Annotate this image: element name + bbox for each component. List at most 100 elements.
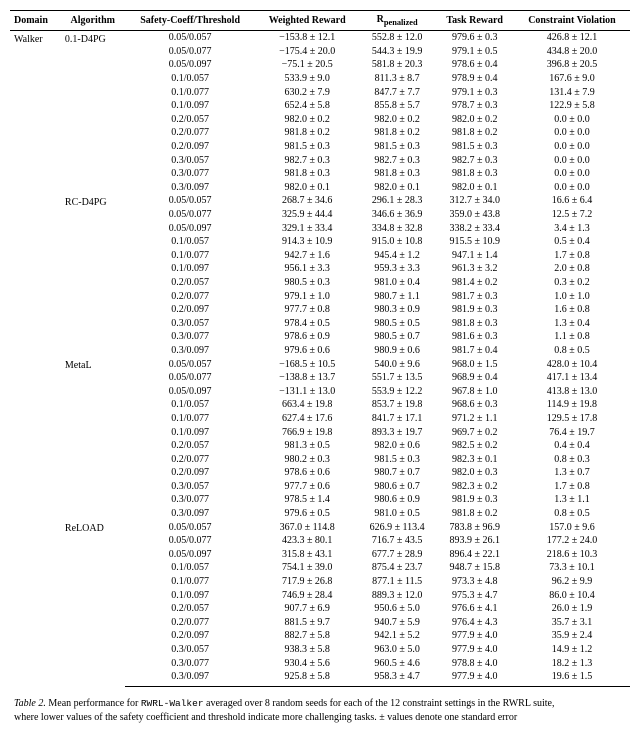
safety-cell: 0.2/0.057	[125, 113, 256, 127]
weighted-reward-cell: 956.1 ± 3.3	[256, 262, 359, 276]
r-penalized-cell: 889.3 ± 12.0	[359, 588, 436, 602]
caption-lead: Table 2.	[14, 698, 46, 709]
weighted-reward-cell: 663.4 ± 19.8	[256, 398, 359, 412]
safety-cell: 0.2/0.097	[125, 629, 256, 643]
r-penalized-cell: 677.7 ± 28.9	[359, 548, 436, 562]
r-penalized-cell: 540.0 ± 9.6	[359, 357, 436, 371]
safety-cell: 0.3/0.097	[125, 344, 256, 358]
task-reward-cell: 971.2 ± 1.1	[435, 412, 513, 426]
safety-cell: 0.1/0.097	[125, 99, 256, 113]
r-penalized-cell: 915.0 ± 10.8	[359, 235, 436, 249]
constraint-violation-cell: 14.9 ± 1.2	[514, 643, 630, 657]
task-reward-cell: 982.3 ± 0.1	[435, 452, 513, 466]
task-reward-cell: 982.3 ± 0.2	[435, 480, 513, 494]
constraint-violation-cell: 426.8 ± 12.1	[514, 31, 630, 45]
task-reward-cell: 947.1 ± 1.4	[435, 249, 513, 263]
constraint-violation-cell: 0.0 ± 0.0	[514, 140, 630, 154]
r-penalized-cell: 980.6 ± 0.7	[359, 480, 436, 494]
domain-cell: Walker	[10, 31, 61, 687]
task-reward-cell: 896.4 ± 22.1	[435, 548, 513, 562]
task-reward-cell: 968.9 ± 0.4	[435, 371, 513, 385]
r-penalized-cell: 981.5 ± 0.3	[359, 140, 436, 154]
safety-cell: 0.3/0.057	[125, 316, 256, 330]
safety-cell: 0.2/0.057	[125, 602, 256, 616]
safety-cell: 0.1/0.057	[125, 235, 256, 249]
constraint-violation-cell: 0.0 ± 0.0	[514, 126, 630, 140]
constraint-violation-cell: 19.6 ± 1.5	[514, 670, 630, 687]
algorithm-cell: 0.1-D4PG	[61, 31, 125, 195]
r-penalized-cell: 980.6 ± 0.9	[359, 493, 436, 507]
task-reward-cell: 359.0 ± 43.8	[435, 208, 513, 222]
constraint-violation-cell: 73.3 ± 10.1	[514, 561, 630, 575]
safety-cell: 0.05/0.097	[125, 221, 256, 235]
constraint-violation-cell: 428.0 ± 10.4	[514, 357, 630, 371]
r-penalized-cell: 950.6 ± 5.0	[359, 602, 436, 616]
safety-cell: 0.05/0.057	[125, 357, 256, 371]
safety-cell: 0.05/0.077	[125, 371, 256, 385]
weighted-reward-cell: −75.1 ± 20.5	[256, 58, 359, 72]
r-penalized-cell: 960.5 ± 4.6	[359, 656, 436, 670]
weighted-reward-cell: 754.1 ± 39.0	[256, 561, 359, 575]
table-row: MetaL0.05/0.057−168.5 ± 10.5540.0 ± 9.69…	[10, 357, 630, 371]
constraint-violation-cell: 0.0 ± 0.0	[514, 153, 630, 167]
constraint-violation-cell: 167.6 ± 9.0	[514, 72, 630, 86]
safety-cell: 0.05/0.057	[125, 520, 256, 534]
constraint-violation-cell: 0.4 ± 0.4	[514, 439, 630, 453]
weighted-reward-cell: 979.6 ± 0.5	[256, 507, 359, 521]
weighted-reward-cell: 652.4 ± 5.8	[256, 99, 359, 113]
safety-cell: 0.3/0.057	[125, 153, 256, 167]
r-penalized-cell: 551.7 ± 13.5	[359, 371, 436, 385]
task-reward-cell: 977.9 ± 4.0	[435, 629, 513, 643]
weighted-reward-cell: 981.8 ± 0.3	[256, 167, 359, 181]
caption-line2: where lower values of the safety coeffic…	[14, 712, 517, 723]
task-reward-cell: 915.5 ± 10.9	[435, 235, 513, 249]
table-row: ReLOAD0.05/0.057367.0 ± 114.8626.9 ± 113…	[10, 520, 630, 534]
r-penalized-cell: 981.5 ± 0.3	[359, 452, 436, 466]
r-penalized-cell: 581.8 ± 20.3	[359, 58, 436, 72]
safety-cell: 0.2/0.077	[125, 452, 256, 466]
safety-cell: 0.05/0.097	[125, 384, 256, 398]
task-reward-cell: 981.7 ± 0.3	[435, 289, 513, 303]
weighted-reward-cell: 978.4 ± 0.5	[256, 316, 359, 330]
results-table: Domain Algorithm Safety-Coeff/Threshold …	[10, 10, 630, 687]
constraint-violation-cell: 0.8 ± 0.5	[514, 507, 630, 521]
task-reward-cell: 978.7 ± 0.3	[435, 99, 513, 113]
weighted-reward-cell: 717.9 ± 26.8	[256, 575, 359, 589]
table-row: RC-D4PG0.05/0.057268.7 ± 34.6296.1 ± 28.…	[10, 194, 630, 208]
weighted-reward-cell: 315.8 ± 43.1	[256, 548, 359, 562]
weighted-reward-cell: 930.4 ± 5.6	[256, 656, 359, 670]
safety-cell: 0.3/0.077	[125, 493, 256, 507]
safety-cell: 0.3/0.077	[125, 330, 256, 344]
table-row: Walker0.1-D4PG0.05/0.057−153.8 ± 12.1552…	[10, 31, 630, 45]
r-penalized-cell: 334.8 ± 32.8	[359, 221, 436, 235]
constraint-violation-cell: 0.8 ± 0.3	[514, 452, 630, 466]
table-caption: Table 2. Mean performance for RWRL-Walke…	[10, 697, 630, 724]
r-penalized-cell: 982.0 ± 0.1	[359, 181, 436, 195]
constraint-violation-cell: 76.4 ± 19.7	[514, 425, 630, 439]
constraint-violation-cell: 434.8 ± 20.0	[514, 45, 630, 59]
weighted-reward-cell: 533.9 ± 9.0	[256, 72, 359, 86]
task-reward-cell: 978.8 ± 4.0	[435, 656, 513, 670]
safety-cell: 0.2/0.077	[125, 126, 256, 140]
constraint-violation-cell: 1.3 ± 0.4	[514, 316, 630, 330]
constraint-violation-cell: 1.3 ± 1.1	[514, 493, 630, 507]
algorithm-cell: ReLOAD	[61, 520, 125, 686]
task-reward-cell: 973.3 ± 4.8	[435, 575, 513, 589]
r-penalized-cell: 980.7 ± 0.7	[359, 466, 436, 480]
weighted-reward-cell: 979.6 ± 0.6	[256, 344, 359, 358]
constraint-violation-cell: 218.6 ± 10.3	[514, 548, 630, 562]
task-reward-cell: 977.9 ± 4.0	[435, 643, 513, 657]
col-constraint-violation: Constraint Violation	[514, 11, 630, 31]
constraint-violation-cell: 0.5 ± 0.4	[514, 235, 630, 249]
constraint-violation-cell: 1.1 ± 0.8	[514, 330, 630, 344]
caption-pre: Mean performance for	[48, 698, 140, 709]
r-penalized-cell: 626.9 ± 113.4	[359, 520, 436, 534]
task-reward-cell: 312.7 ± 34.0	[435, 194, 513, 208]
constraint-violation-cell: 0.0 ± 0.0	[514, 181, 630, 195]
weighted-reward-cell: 981.8 ± 0.2	[256, 126, 359, 140]
safety-cell: 0.1/0.057	[125, 72, 256, 86]
task-reward-cell: 976.6 ± 4.1	[435, 602, 513, 616]
r-penalized-cell: 963.0 ± 5.0	[359, 643, 436, 657]
task-reward-cell: 968.6 ± 0.3	[435, 398, 513, 412]
task-reward-cell: 948.7 ± 15.8	[435, 561, 513, 575]
